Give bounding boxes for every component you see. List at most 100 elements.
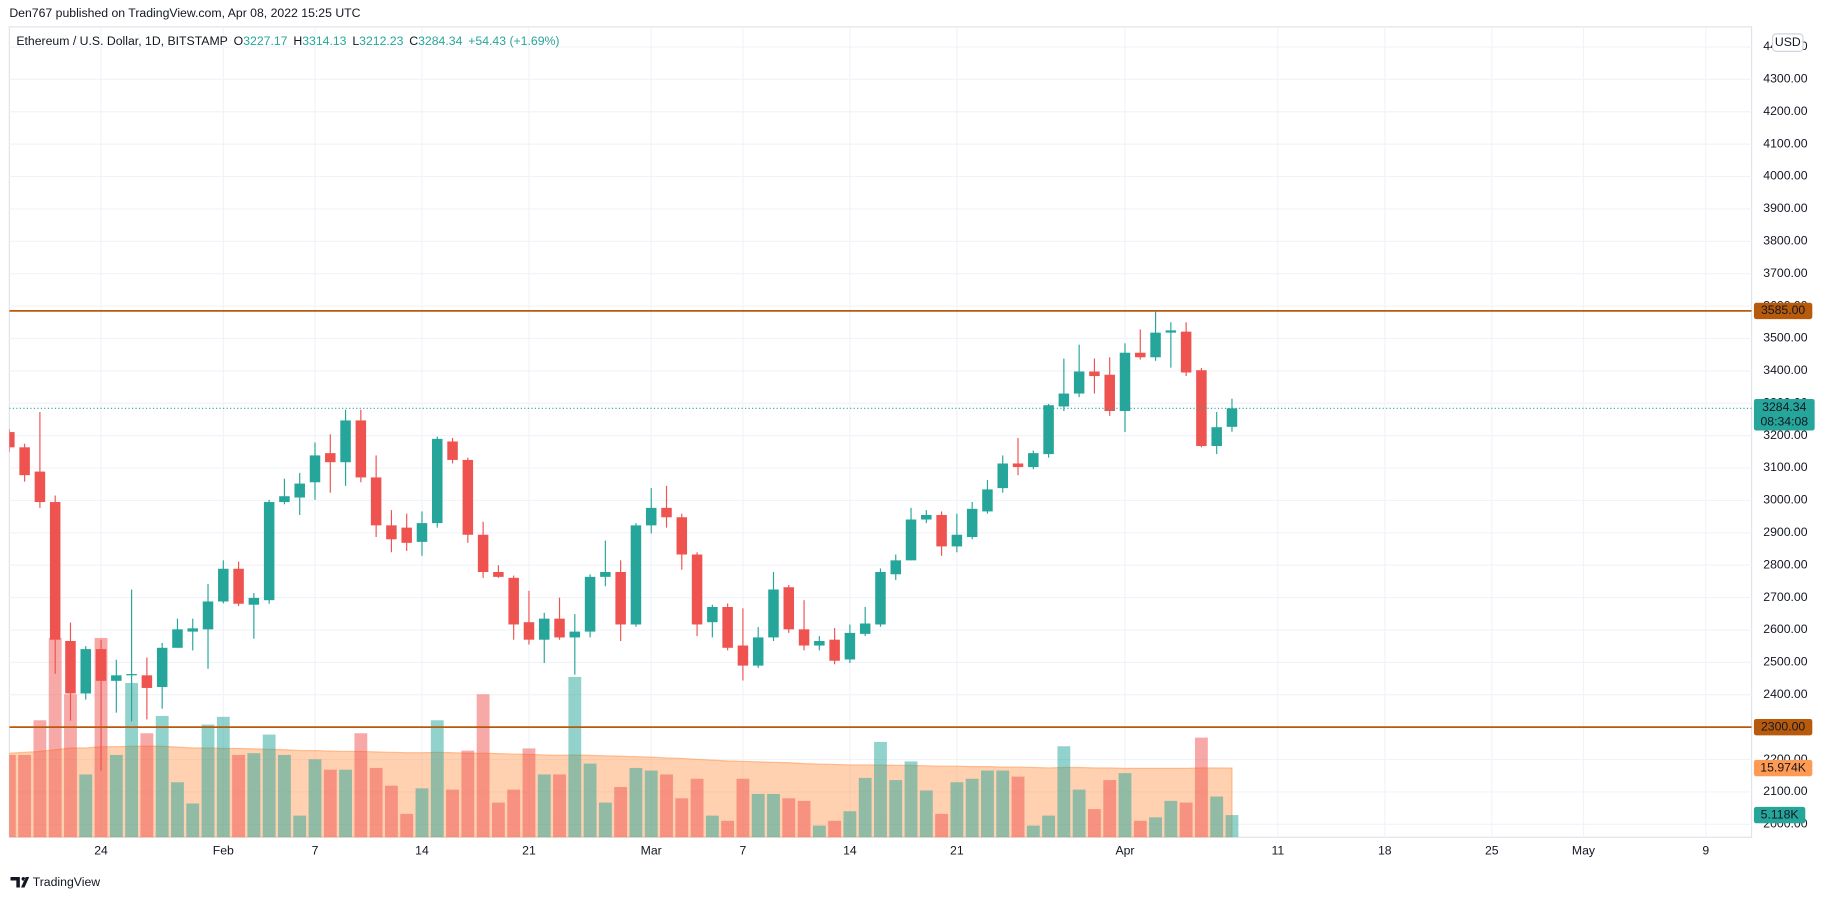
volume-bar	[919, 790, 933, 838]
volume-bar	[9, 754, 16, 838]
candle-body	[416, 523, 428, 542]
volume-bar	[33, 720, 47, 838]
legend-c: C	[409, 34, 418, 48]
candle-body	[279, 496, 290, 503]
volume-bar	[201, 724, 215, 838]
y-tick-label: 3400.00	[1763, 363, 1807, 377]
y-tick-label: 2500.00	[1763, 655, 1807, 669]
volume-bar	[262, 734, 276, 838]
volume-bar	[843, 811, 857, 838]
volume-bar	[965, 778, 979, 838]
level-label: 2300.00	[1761, 719, 1805, 733]
candle-body	[844, 632, 856, 660]
candle-body	[233, 568, 244, 604]
candle-body	[1119, 352, 1131, 412]
volume-bar	[446, 789, 459, 838]
volume-bar	[232, 754, 246, 838]
candle-body	[936, 514, 947, 547]
volume-bar	[216, 716, 230, 838]
volume-bar	[598, 802, 612, 838]
volume-bar	[1179, 802, 1193, 838]
candle-body	[630, 525, 642, 625]
candle-body	[951, 534, 963, 547]
price-axis: 2000.002100.002200.002300.002400.002500.…	[1753, 33, 1815, 831]
candle-body	[966, 508, 978, 538]
candle-body	[890, 560, 902, 575]
currency-box	[1772, 33, 1804, 52]
candle-body	[1135, 352, 1146, 358]
volume-bar	[690, 778, 704, 838]
candle-body	[523, 622, 535, 640]
candle-body	[111, 675, 122, 681]
x-tick-label: 7	[312, 844, 319, 858]
legend-change: +54.43 (+1.69%)	[468, 34, 559, 48]
volume-bar	[675, 798, 689, 838]
chart-pane	[8, 26, 1753, 838]
candle-body	[1043, 405, 1054, 455]
candle-body	[309, 455, 321, 483]
volume-bar	[155, 715, 169, 838]
volume-bar	[721, 820, 735, 838]
candle-body	[783, 587, 795, 630]
candle-body	[355, 420, 367, 478]
logo-icon	[10, 876, 30, 888]
candle-body	[829, 639, 840, 661]
candle-body	[615, 572, 626, 625]
x-tick-label: 18	[1378, 844, 1392, 858]
x-tick-label: 14	[415, 844, 429, 858]
x-tick-label: 21	[950, 844, 964, 858]
y-tick-label: 3100.00	[1763, 460, 1807, 474]
volume-bar	[950, 782, 964, 838]
candle-body	[921, 514, 932, 520]
legend-open: 3227.17	[243, 34, 287, 48]
candle-body	[1165, 330, 1177, 333]
candle-body	[432, 438, 443, 524]
y-tick-label: 3800.00	[1763, 234, 1807, 248]
candle-body	[1058, 393, 1070, 407]
x-tick-label: May	[1572, 844, 1596, 858]
volume-bar	[1042, 815, 1056, 838]
candle-body	[982, 489, 993, 512]
y-tick-label: 2900.00	[1763, 525, 1807, 539]
candle-body	[386, 525, 397, 540]
volume-bar	[583, 763, 597, 838]
candle-body	[569, 631, 581, 638]
y-tick-label: 2600.00	[1763, 622, 1807, 636]
legend-l: L	[352, 34, 359, 48]
volume-bar	[782, 798, 796, 838]
currency: USD	[1775, 35, 1801, 49]
volume-bar	[537, 774, 551, 838]
volume-bar	[79, 774, 93, 838]
candle-body	[248, 597, 260, 605]
price-label-box	[1753, 398, 1815, 431]
volume-bar	[125, 682, 139, 838]
price-label: 3284.34	[1762, 400, 1806, 414]
volume-bar	[812, 825, 826, 838]
candle-body	[401, 527, 412, 543]
candle-body	[493, 572, 504, 577]
y-tick-label: 3500.00	[1763, 331, 1807, 345]
x-tick-label: 7	[740, 844, 747, 858]
x-tick-label: Mar	[641, 844, 662, 858]
volume-bar	[1149, 817, 1162, 838]
candle-body	[1089, 371, 1100, 377]
countdown: 08:34:08	[1760, 415, 1808, 429]
candle-body	[187, 628, 198, 632]
volume-box	[1753, 806, 1806, 824]
candle-body	[462, 459, 474, 535]
volume-bar	[476, 694, 490, 838]
candle-body	[1073, 371, 1085, 394]
volume-bar	[629, 767, 643, 838]
volume-bar	[614, 787, 628, 838]
y-tick-label: 4100.00	[1763, 136, 1807, 150]
volume-bar	[874, 741, 887, 838]
volume-bar	[1133, 820, 1147, 838]
candle-body	[997, 463, 1008, 489]
y-tick-label: 4300.00	[1763, 72, 1807, 86]
legend-close: 3284.34	[418, 34, 462, 48]
legend: Ethereum / U.S. Dollar, 1D, BITSTAMP O322…	[16, 34, 559, 48]
candle-body	[141, 675, 153, 688]
candle-body	[202, 601, 214, 630]
candle-body	[95, 649, 107, 681]
